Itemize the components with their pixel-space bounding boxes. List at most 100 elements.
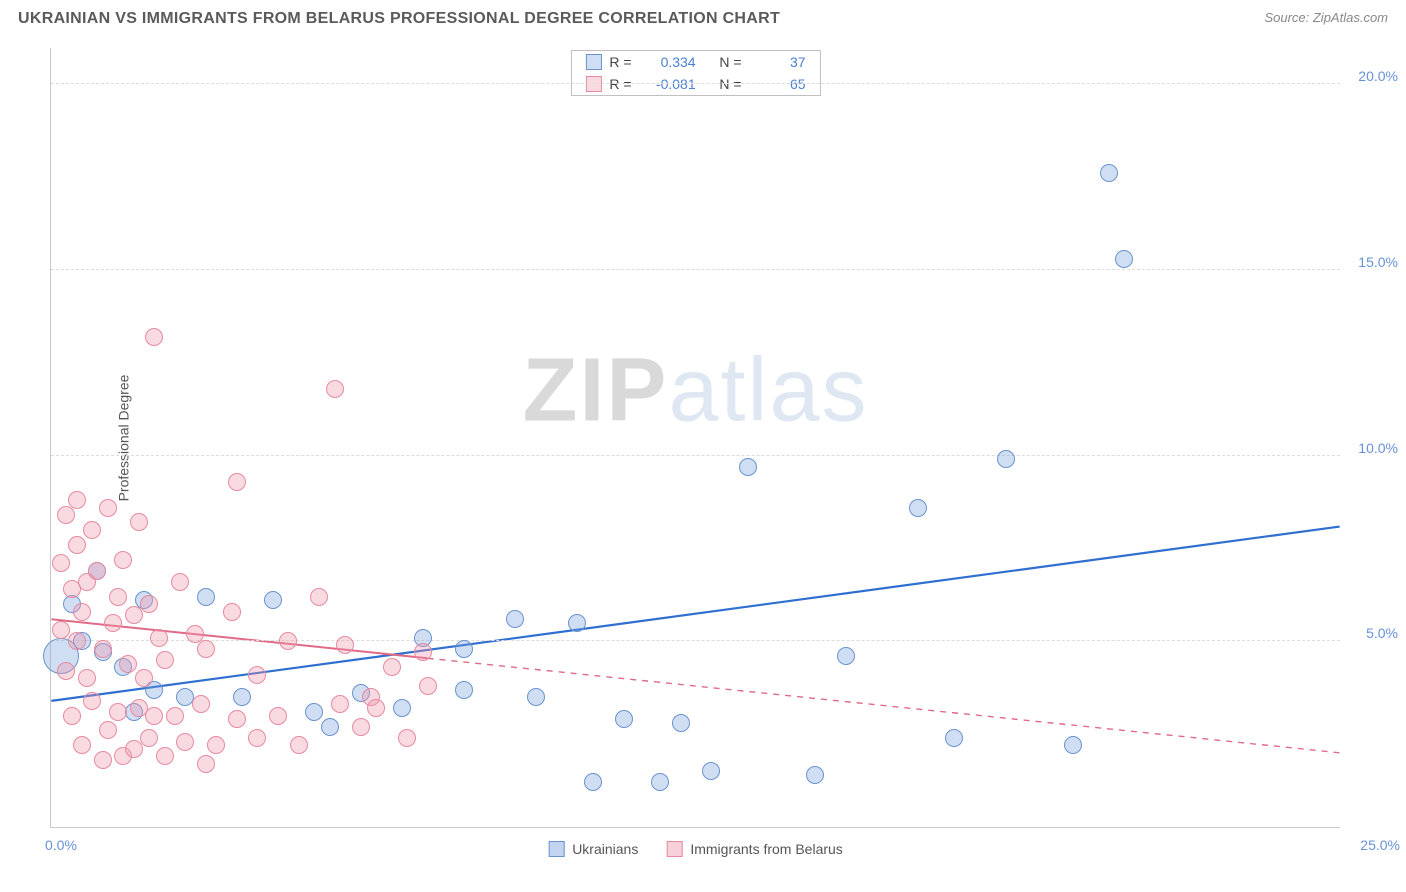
scatter-point xyxy=(197,755,215,773)
swatch-ukrainians xyxy=(548,841,564,857)
scatter-point xyxy=(88,562,106,580)
scatter-point xyxy=(233,688,251,706)
scatter-point xyxy=(192,695,210,713)
scatter-point xyxy=(197,588,215,606)
scatter-point xyxy=(1115,250,1133,268)
scatter-point xyxy=(176,733,194,751)
scatter-point xyxy=(414,643,432,661)
scatter-point xyxy=(326,380,344,398)
scatter-point xyxy=(130,513,148,531)
scatter-point xyxy=(57,506,75,524)
scatter-point xyxy=(63,707,81,725)
scatter-point xyxy=(945,729,963,747)
scatter-point xyxy=(909,499,927,517)
scatter-point xyxy=(68,536,86,554)
scatter-point xyxy=(68,632,86,650)
scatter-point xyxy=(104,614,122,632)
scatter-point xyxy=(997,450,1015,468)
scatter-point xyxy=(109,588,127,606)
scatter-point xyxy=(584,773,602,791)
scatter-point xyxy=(78,669,96,687)
scatter-point xyxy=(672,714,690,732)
scatter-point xyxy=(321,718,339,736)
scatter-point xyxy=(615,710,633,728)
y-tick-label: 5.0% xyxy=(1366,625,1398,641)
y-tick-label: 10.0% xyxy=(1358,440,1398,456)
scatter-point xyxy=(393,699,411,717)
chart-title: UKRAINIAN VS IMMIGRANTS FROM BELARUS PRO… xyxy=(18,10,780,28)
scatter-point xyxy=(310,588,328,606)
gridline xyxy=(51,455,1340,456)
scatter-point xyxy=(68,491,86,509)
trend-lines xyxy=(51,48,1340,827)
legend-row-ukrainians: R = 0.334 N = 37 xyxy=(571,51,819,73)
scatter-point xyxy=(248,729,266,747)
scatter-point xyxy=(73,736,91,754)
scatter-point xyxy=(383,658,401,676)
scatter-point xyxy=(125,606,143,624)
scatter-point xyxy=(806,766,824,784)
gridline xyxy=(51,83,1340,84)
n-label: N = xyxy=(719,54,741,70)
r-value-ukrainians: 0.334 xyxy=(640,54,696,70)
scatter-point xyxy=(166,707,184,725)
scatter-point xyxy=(331,695,349,713)
watermark: ZIPatlas xyxy=(522,339,868,442)
scatter-point xyxy=(73,603,91,621)
scatter-point xyxy=(94,751,112,769)
gridline xyxy=(51,269,1340,270)
scatter-point xyxy=(702,762,720,780)
scatter-point xyxy=(197,640,215,658)
scatter-point xyxy=(207,736,225,754)
scatter-point xyxy=(135,669,153,687)
scatter-point xyxy=(352,718,370,736)
n-value-ukrainians: 37 xyxy=(750,54,806,70)
scatter-point xyxy=(419,677,437,695)
scatter-point xyxy=(83,521,101,539)
scatter-point xyxy=(269,707,287,725)
scatter-point xyxy=(279,632,297,650)
scatter-point xyxy=(156,747,174,765)
scatter-point xyxy=(99,721,117,739)
scatter-point xyxy=(99,499,117,517)
gridline xyxy=(51,640,1340,641)
scatter-point xyxy=(651,773,669,791)
swatch-ukrainians xyxy=(585,54,601,70)
scatter-point xyxy=(305,703,323,721)
x-tick-min: 0.0% xyxy=(45,837,77,853)
r-label: R = xyxy=(609,54,631,70)
scatter-point xyxy=(94,640,112,658)
scatter-point xyxy=(228,473,246,491)
correlation-legend: R = 0.334 N = 37 R = -0.081 N = 65 xyxy=(570,50,820,96)
legend-label-belarus: Immigrants from Belarus xyxy=(690,841,842,857)
scatter-point xyxy=(527,688,545,706)
scatter-point xyxy=(568,614,586,632)
scatter-point xyxy=(156,651,174,669)
scatter-point xyxy=(223,603,241,621)
scatter-point xyxy=(228,710,246,728)
scatter-point xyxy=(109,703,127,721)
scatter-point xyxy=(145,328,163,346)
scatter-point xyxy=(57,662,75,680)
scatter-point xyxy=(367,699,385,717)
scatter-point xyxy=(506,610,524,628)
scatter-point xyxy=(150,629,168,647)
scatter-point xyxy=(837,647,855,665)
source-attribution: Source: ZipAtlas.com xyxy=(1264,10,1388,25)
scatter-point xyxy=(264,591,282,609)
scatter-point xyxy=(83,692,101,710)
y-tick-label: 15.0% xyxy=(1358,254,1398,270)
scatter-point xyxy=(140,595,158,613)
legend-item-belarus: Immigrants from Belarus xyxy=(666,841,842,857)
scatter-point xyxy=(455,640,473,658)
scatter-point xyxy=(1100,164,1118,182)
scatter-point xyxy=(455,681,473,699)
swatch-belarus xyxy=(666,841,682,857)
y-tick-label: 20.0% xyxy=(1358,68,1398,84)
scatter-point xyxy=(336,636,354,654)
scatter-point xyxy=(739,458,757,476)
x-tick-max: 25.0% xyxy=(1360,837,1400,853)
scatter-point xyxy=(398,729,416,747)
scatter-plot-area: ZIPatlas R = 0.334 N = 37 R = -0.081 N =… xyxy=(50,48,1340,828)
series-legend: Ukrainians Immigrants from Belarus xyxy=(548,841,843,857)
